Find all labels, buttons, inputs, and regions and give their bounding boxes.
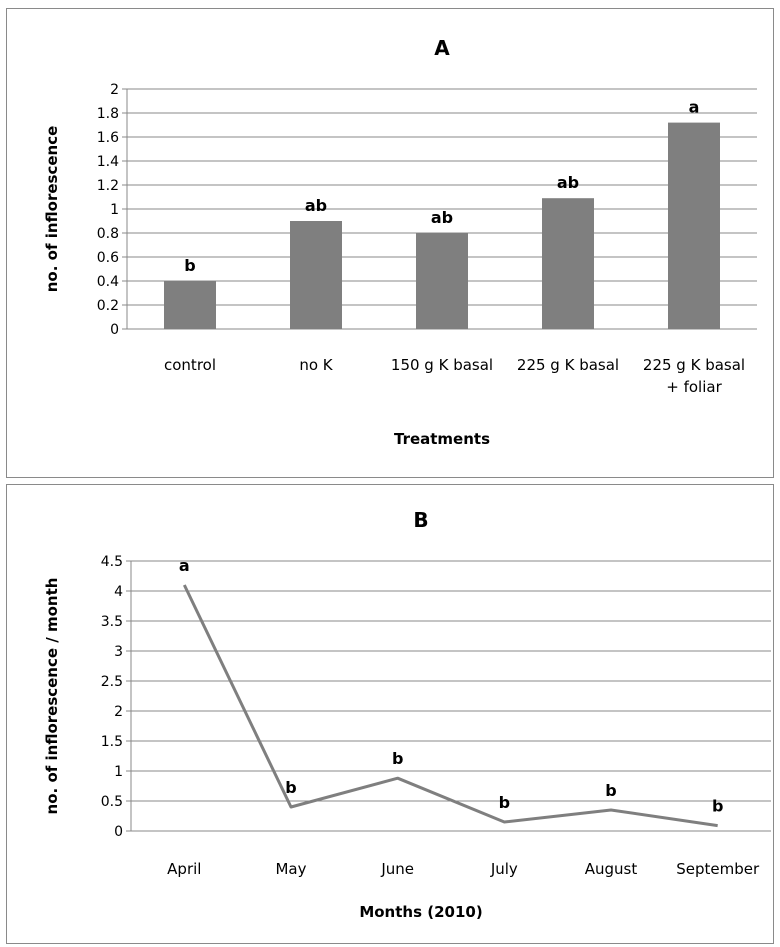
y-tick-label: 0.5 bbox=[101, 794, 123, 810]
chart-panel-a: A 0 0.2 0.4 0.6 0.8 1 1.2 1.4 1.6 1.8 2 b control ab no… bbox=[6, 8, 774, 478]
y-tick-label: 0.6 bbox=[97, 250, 119, 266]
y-tick-label: 2 bbox=[110, 82, 119, 98]
data-label: b bbox=[184, 256, 195, 275]
x-tick-label: 225 g K basal bbox=[643, 356, 745, 374]
x-tick-label: September bbox=[676, 860, 760, 878]
chart-title: B bbox=[413, 508, 428, 532]
y-tick-label: 1.4 bbox=[97, 154, 119, 170]
y-tick-label: 3 bbox=[114, 644, 123, 660]
data-label: b bbox=[285, 778, 296, 797]
x-tick-label: May bbox=[275, 860, 306, 878]
data-label: a bbox=[689, 98, 700, 117]
data-label: b bbox=[392, 749, 403, 768]
data-label: b bbox=[712, 797, 723, 816]
bar bbox=[668, 122, 720, 329]
x-tick-label: no K bbox=[299, 356, 333, 374]
series-line bbox=[182, 584, 718, 828]
y-tick-label: 1.5 bbox=[101, 734, 123, 750]
x-axis-label: Months (2010) bbox=[359, 903, 482, 921]
data-label: ab bbox=[557, 173, 579, 192]
y-tick-label: 1 bbox=[110, 202, 119, 218]
bar bbox=[542, 198, 594, 329]
chart-panel-b: B 0 0.5 1 1.5 2 2.5 3 3.5 4 4.5 a April b May b June b Jul… bbox=[6, 484, 774, 944]
y-tick-label: 0.2 bbox=[97, 298, 119, 314]
chart-title: A bbox=[434, 36, 450, 60]
y-tick-label: 1 bbox=[114, 764, 123, 780]
x-tick-label: 225 g K basal bbox=[517, 356, 619, 374]
y-tick-label: 0 bbox=[110, 322, 119, 338]
x-tick-label: August bbox=[585, 860, 638, 878]
data-label: ab bbox=[305, 196, 327, 215]
y-tick-label: 3.5 bbox=[101, 614, 123, 630]
y-tick-label: 4.5 bbox=[101, 554, 123, 570]
data-label: ab bbox=[431, 208, 453, 227]
bar bbox=[416, 233, 468, 329]
x-axis-label: Treatments bbox=[394, 430, 490, 448]
data-label: a bbox=[179, 556, 190, 575]
y-tick-label: 1.8 bbox=[97, 106, 119, 122]
line-chart-b: B 0 0.5 1 1.5 2 2.5 3 3.5 4 4.5 a April b May b June b Jul… bbox=[43, 508, 771, 921]
data-label: b bbox=[499, 793, 510, 812]
y-tick-label: 1.2 bbox=[97, 178, 119, 194]
bar bbox=[164, 281, 216, 329]
x-tick-label: control bbox=[164, 356, 216, 374]
x-tick-label: + foliar bbox=[666, 378, 722, 396]
y-tick-label: 4 bbox=[114, 584, 123, 600]
y-tick-label: 0.4 bbox=[97, 274, 119, 290]
data-label: b bbox=[605, 781, 616, 800]
y-axis-label: no. of inflorescence / month bbox=[43, 578, 61, 815]
bar-chart-a: A 0 0.2 0.4 0.6 0.8 1 1.2 1.4 1.6 1.8 2 b control ab no… bbox=[43, 36, 757, 448]
bar bbox=[290, 221, 342, 329]
y-tick-label: 1.6 bbox=[97, 130, 119, 146]
x-tick-label: 150 g K basal bbox=[391, 356, 493, 374]
y-tick-label: 2.5 bbox=[101, 674, 123, 690]
y-tick-label: 2 bbox=[114, 704, 123, 720]
x-tick-label: April bbox=[167, 860, 201, 878]
y-tick-label: 0 bbox=[114, 824, 123, 840]
x-tick-label: June bbox=[380, 860, 414, 878]
x-tick-label: July bbox=[490, 860, 518, 878]
y-axis-label: no. of inflorescence bbox=[43, 126, 61, 293]
y-tick-label: 0.8 bbox=[97, 226, 119, 242]
